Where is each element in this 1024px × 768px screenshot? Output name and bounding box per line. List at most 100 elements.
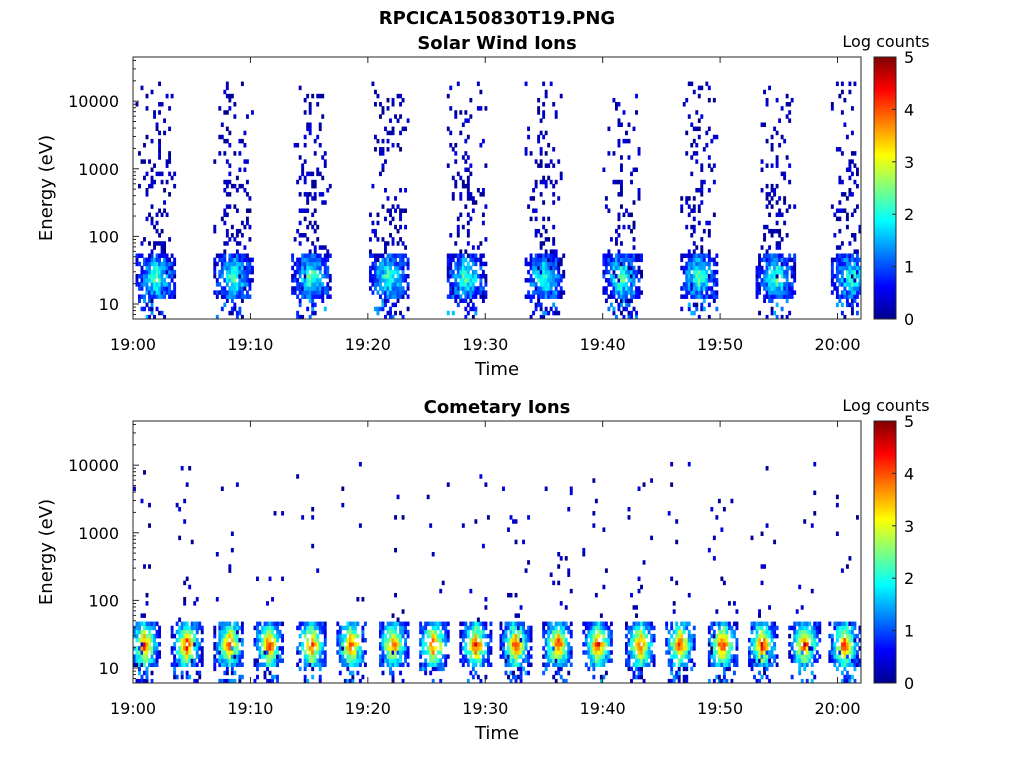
spectrogram-cell: [200, 662, 204, 668]
spectrogram-cell: [840, 629, 844, 635]
spectrogram-cell: [557, 662, 561, 668]
spectrogram-cell: [160, 261, 164, 267]
spectrogram-cell: [675, 650, 679, 655]
spectrogram-cell: [150, 310, 154, 316]
spectrogram-cell: [158, 273, 162, 279]
spectrogram-cell: [261, 629, 264, 635]
spectrogram-cell: [399, 282, 403, 287]
spectrogram-cell: [622, 269, 626, 275]
spectrogram-cell: [554, 658, 558, 663]
spectrogram-cell: [637, 633, 641, 639]
spectrogram-cell: [469, 192, 473, 197]
spectrogram-cell: [544, 650, 548, 655]
spectrogram-cell: [386, 282, 390, 287]
spectrogram-cell: [336, 621, 340, 627]
spectrogram-cell: [406, 633, 410, 639]
spectrogram-cell: [250, 110, 254, 115]
spectrogram-cell: [178, 633, 182, 639]
spectrogram-cell: [592, 674, 596, 680]
spectrogram-cell: [700, 265, 704, 271]
spectrogram-cell: [158, 110, 162, 115]
spectrogram-cell: [753, 637, 756, 643]
spectrogram-cell: [373, 257, 377, 263]
spectrogram-cell: [401, 278, 405, 283]
spectrogram-cell: [266, 646, 269, 651]
spectrogram-cell: [722, 506, 726, 512]
spectrogram-cell: [213, 159, 217, 164]
spectrogram-cell: [404, 658, 408, 663]
spectrogram-cell: [843, 658, 847, 663]
spectrogram-cell: [190, 625, 194, 631]
spectrogram-cell: [386, 290, 390, 295]
spectrogram-cell: [625, 138, 628, 144]
spectrogram-cell: [763, 650, 767, 655]
spectrogram-cell: [461, 261, 465, 267]
spectrogram-cell: [399, 286, 403, 291]
spectrogram-cell: [773, 265, 777, 271]
spectrogram-cell: [517, 621, 520, 627]
spectrogram-cell: [625, 642, 628, 647]
spectrogram-cell: [228, 629, 232, 635]
spectrogram-cell: [632, 290, 636, 295]
spectrogram-cell: [150, 249, 154, 254]
spectrogram-cell: [589, 650, 593, 655]
spectrogram-cell: [808, 629, 812, 635]
spectrogram-cell: [313, 625, 317, 631]
spectrogram-cell: [667, 678, 671, 684]
spectrogram-cell: [311, 658, 315, 663]
spectrogram-cell: [725, 658, 729, 663]
spectrogram-cell: [143, 282, 146, 287]
spectrogram-cell: [630, 179, 633, 185]
spectrogram-cell: [318, 625, 322, 631]
spectrogram-cell: [519, 646, 523, 651]
spectrogram-cell: [466, 155, 470, 160]
spectrogram-cell: [145, 625, 149, 631]
spectrogram-cell: [707, 163, 711, 168]
spectrogram-cell: [567, 506, 571, 512]
spectrogram-cell: [298, 298, 302, 304]
spectrogram-cell: [627, 122, 631, 127]
spectrogram-cell: [687, 286, 691, 291]
spectrogram-cell: [318, 650, 322, 655]
spectrogram-cell: [625, 282, 628, 287]
spectrogram-cell: [672, 650, 676, 655]
spectrogram-cell: [381, 633, 385, 639]
spectrogram-cell: [622, 265, 626, 271]
spectrogram-cell: [637, 646, 641, 651]
spectrogram-cell: [173, 646, 177, 651]
spectrogram-cell: [328, 278, 332, 283]
spectrogram-cell: [175, 502, 179, 508]
spectrogram-cell: [346, 678, 350, 684]
spectrogram-cell: [710, 633, 714, 639]
spectrogram-cell: [220, 134, 224, 140]
spectrogram-cell: [537, 253, 541, 258]
spectrogram-cell: [376, 257, 380, 263]
spectrogram-cell: [183, 597, 187, 602]
spectrogram-cell: [469, 253, 473, 258]
spectrogram-cell: [524, 646, 528, 651]
spectrogram-cell: [158, 310, 162, 316]
spectrogram-cell: [449, 286, 453, 291]
spectrogram-cell: [356, 597, 360, 602]
spectrogram-cell: [373, 286, 377, 291]
spectrogram-cell: [692, 138, 696, 144]
spectrogram-cell: [647, 650, 651, 655]
spectrogram-cell: [306, 642, 310, 647]
spectrogram-cell: [158, 138, 162, 144]
spectrogram-cell: [750, 650, 754, 655]
spectrogram-cell: [768, 265, 772, 271]
spectrogram-cell: [444, 654, 448, 659]
spectrogram-cell: [544, 662, 548, 668]
spectrogram-cell: [632, 306, 636, 312]
spectrogram-cell: [715, 515, 719, 520]
spectrogram-cell: [635, 662, 638, 668]
spectrogram-cell: [353, 625, 357, 631]
spectrogram-cell: [145, 650, 149, 655]
spectrogram-cell: [225, 658, 229, 663]
spectrogram-cell: [594, 662, 598, 668]
spectrogram-cell: [381, 261, 385, 267]
spectrogram-cell: [687, 646, 691, 651]
spectrogram-cell: [773, 257, 777, 263]
spectrogram-cell: [145, 134, 149, 140]
spectrogram-cell: [597, 625, 601, 631]
